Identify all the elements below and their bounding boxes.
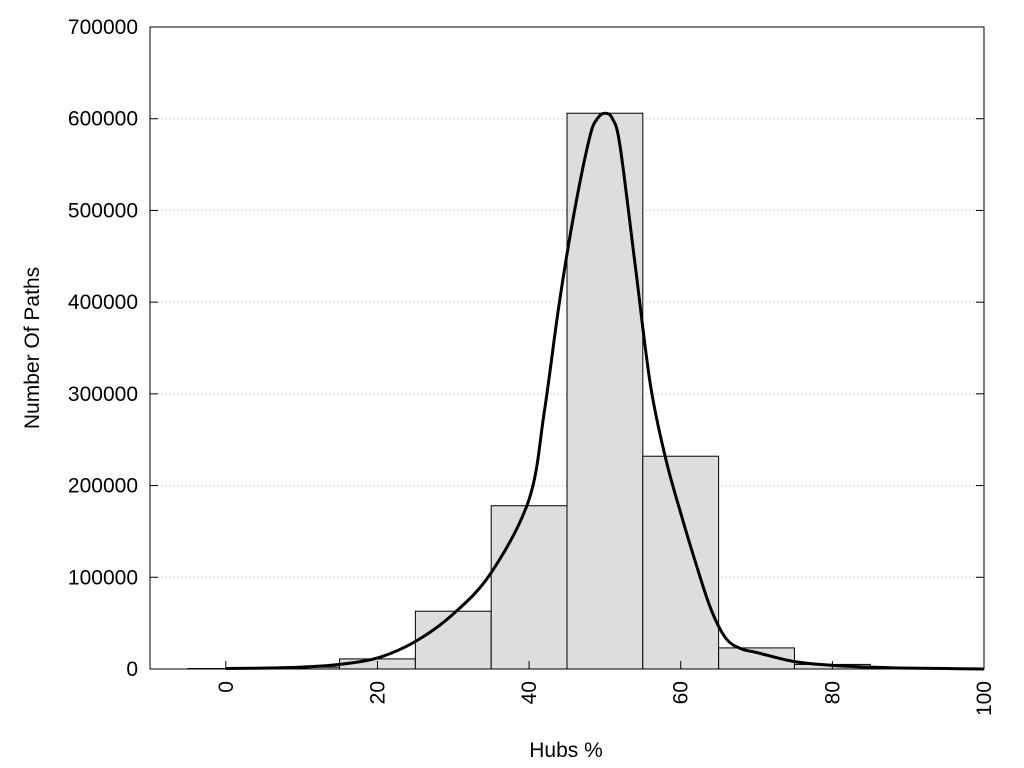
y-tick-label: 600000 <box>68 108 138 131</box>
histogram-bar <box>414 610 492 670</box>
x-tick-label: 40 <box>518 681 541 704</box>
y-tick-label: 200000 <box>68 475 138 498</box>
x-tick-label: 0 <box>215 681 238 693</box>
x-tick-label: 80 <box>821 681 844 704</box>
x-axis-label: Hubs % <box>529 739 603 762</box>
plot-frame <box>149 26 985 670</box>
fit-curve <box>225 111 985 671</box>
x-tick-label: 100 <box>973 681 996 716</box>
y-tick-label: 500000 <box>68 199 138 222</box>
y-axis-ticks: 0 100000 200000 300000 400000 500000 600000 700… <box>68 16 984 681</box>
x-tick-label: 60 <box>670 681 693 704</box>
x-tick-label: 20 <box>366 681 389 704</box>
y-axis-label: Number Of Paths <box>21 267 44 429</box>
histogram-bars <box>187 112 947 670</box>
curve-layer <box>225 111 985 671</box>
y-tick-label: 300000 <box>68 383 138 406</box>
y-tick-label: 0 <box>126 658 138 681</box>
x-axis-ticks: 0 20 40 60 80 100 <box>215 661 996 716</box>
y-tick-label: 700000 <box>68 16 138 39</box>
histogram-bar <box>490 505 568 670</box>
histogram-bar <box>642 455 720 670</box>
y-tick-label: 100000 <box>68 566 138 589</box>
y-tick-label: 400000 <box>68 291 138 314</box>
